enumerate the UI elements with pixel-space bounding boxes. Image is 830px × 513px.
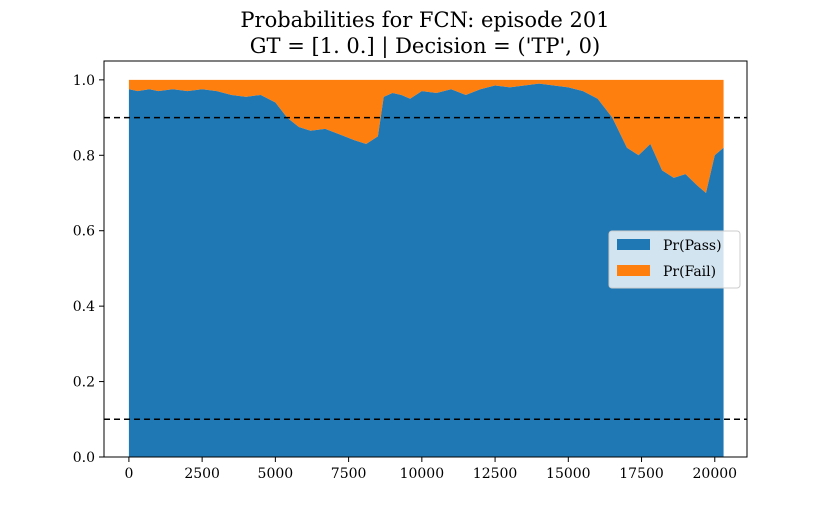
x-tick-label: 20000 bbox=[693, 466, 738, 482]
legend-label-pass: Pr(Pass) bbox=[663, 238, 722, 254]
x-tick-label: 15000 bbox=[546, 466, 591, 482]
x-tick-label: 12500 bbox=[473, 466, 518, 482]
y-tick-label: 0.4 bbox=[73, 299, 95, 315]
chart-title-line2: GT = [1. 0.] | Decision = ('TP', 0) bbox=[250, 34, 600, 59]
x-tick-label: 7500 bbox=[331, 466, 367, 482]
legend-swatch-pass bbox=[617, 239, 650, 250]
y-tick-label: 1.0 bbox=[73, 73, 95, 89]
legend: Pr(Pass) Pr(Fail) bbox=[608, 230, 741, 289]
y-tick-label: 0.2 bbox=[73, 375, 95, 391]
chart-title-line1: Probabilities for FCN: episode 201 bbox=[240, 8, 609, 32]
x-tick-label: 2500 bbox=[184, 466, 220, 482]
y-tick-label: 0.8 bbox=[73, 148, 95, 164]
legend-label-fail: Pr(Fail) bbox=[663, 264, 716, 280]
x-tick-label: 10000 bbox=[400, 466, 445, 482]
x-tick-label: 0 bbox=[124, 466, 133, 482]
x-tick-label: 5000 bbox=[258, 466, 294, 482]
y-tick-label: 0.0 bbox=[73, 450, 95, 466]
y-tick-label: 0.6 bbox=[73, 224, 95, 240]
plot-area: 0 2500 5000 7500 10000 12500 15000 17500 20000 0.… bbox=[73, 60, 748, 482]
axes-frame bbox=[103, 60, 748, 458]
area-pr-fail bbox=[128, 79, 724, 193]
legend-swatch-fail bbox=[617, 265, 650, 276]
x-tick-label: 17500 bbox=[619, 466, 664, 482]
area-pr-pass bbox=[128, 83, 724, 457]
